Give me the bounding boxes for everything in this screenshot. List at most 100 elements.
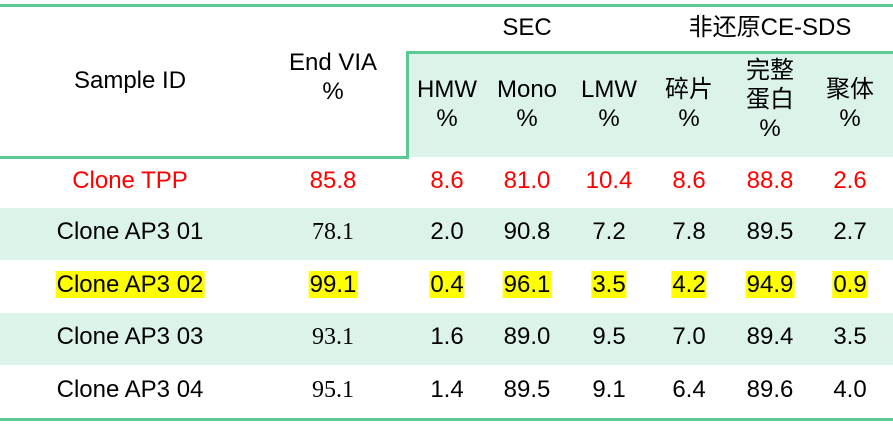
cell-sample-id: Clone AP3 02 [55, 270, 205, 300]
cell-value: 96.1 [502, 270, 552, 300]
cell-value-text: 2.6 [833, 167, 867, 194]
cell-value: 89.4 [747, 322, 794, 352]
cell-value-text: 3.5 [591, 271, 627, 298]
header-subcol: 碎片% [665, 75, 713, 133]
top-rule [0, 4, 893, 7]
cell-value-text: 9.1 [592, 376, 626, 403]
table-row: Clone AP3 04 95.1 1.4 89.5 9.1 6.4 89.6 4.0 [0, 366, 893, 418]
cell-value-text: 7.8 [672, 218, 706, 245]
cell-value: 8.6 [430, 166, 463, 196]
cell-value: 1.6 [430, 322, 463, 352]
header-subcol: Mono% [497, 75, 557, 133]
cell-value-text: 93.1 [312, 324, 354, 350]
cell-value: 90.8 [504, 217, 551, 247]
cell-value: 99.1 [308, 270, 358, 300]
cell-value-text: 1.4 [430, 376, 464, 403]
cell-value: 6.4 [672, 375, 705, 405]
header-sec: SEC [502, 14, 552, 41]
cell-value: 88.8 [747, 166, 794, 196]
cell-sample-id-text: Clone AP3 03 [56, 323, 204, 350]
cell-value: 7.0 [672, 322, 705, 352]
cell-value: 89.0 [504, 322, 551, 352]
table-row: Clone AP3 01 78.1 2.0 90.8 7.2 7.8 89.5 2.7 [0, 208, 893, 260]
cell-value: 3.5 [833, 322, 866, 352]
cell-value-text: 2.0 [430, 218, 464, 245]
cell-value: 2.0 [430, 217, 463, 247]
header-subcol-line: LMW [581, 76, 637, 103]
cell-value: 85.8 [310, 166, 357, 196]
cell-value-text: 81.0 [503, 167, 551, 194]
header-subcol-line: 聚体 [826, 76, 874, 103]
header-rule [0, 156, 409, 159]
cell-value-text: 6.4 [672, 376, 706, 403]
header-subcol-line: 蛋白 [746, 86, 794, 113]
subheader-divider [406, 51, 409, 159]
cell-value: 0.9 [832, 270, 868, 300]
cell-value: 1.4 [430, 375, 463, 405]
table-row: Clone TPP 85.8 8.6 81.0 10.4 8.6 88.8 2.6 [0, 157, 893, 209]
header-subcol: 聚体% [826, 75, 874, 133]
cell-value-text: 9.5 [592, 323, 626, 350]
header-subcol: LMW% [581, 75, 637, 133]
cell-value-text: 95.1 [312, 377, 354, 403]
cell-value-text: 2.7 [833, 218, 867, 245]
cell-value: 89.5 [747, 217, 794, 247]
cell-value: 3.5 [591, 270, 627, 300]
cell-value: 9.1 [592, 375, 625, 405]
cell-value-text: 4.2 [671, 271, 707, 298]
cell-sample-id: Clone AP3 04 [57, 375, 204, 405]
cell-sample-id-text: Clone AP3 01 [56, 218, 204, 245]
cell-value-text: 99.1 [308, 271, 358, 298]
cell-value: 94.9 [745, 270, 795, 300]
cell-value: 8.6 [672, 166, 705, 196]
header-end-via-line1: End VIA [288, 49, 378, 76]
cell-value-text: 8.6 [672, 167, 706, 194]
cell-sample-id-text: Clone TPP [72, 167, 188, 194]
cell-value-text: 89.6 [746, 376, 794, 403]
cell-value: 78.1 [312, 217, 354, 247]
header-subcol: 完整 蛋白% [746, 56, 794, 143]
header-subcol-line: HMW [417, 76, 477, 103]
cell-value: 89.5 [504, 375, 551, 405]
cell-sample-id-text: Clone AP3 04 [56, 376, 204, 403]
cell-value-text: 1.6 [430, 323, 464, 350]
header-subcol-line: Mono [496, 76, 558, 103]
cell-value-text: 94.9 [745, 271, 795, 298]
cell-sample-id: Clone TPP [72, 166, 188, 196]
header-subcol-line: 碎片 [665, 76, 713, 103]
cell-value-text: 4.0 [833, 376, 867, 403]
table-row: Clone AP3 03 93.1 1.6 89.0 9.5 7.0 89.4 3.5 [0, 313, 893, 365]
cell-sample-id: Clone AP3 01 [57, 217, 204, 247]
cell-value: 4.2 [671, 270, 707, 300]
cell-value-text: 7.2 [592, 218, 626, 245]
cell-value-text: 8.6 [430, 167, 464, 194]
cell-value-text: 88.8 [746, 167, 794, 194]
header-subcol-line: % [759, 115, 781, 142]
cell-value-text: 78.1 [312, 219, 354, 245]
header-subcol-line: % [678, 105, 700, 132]
cell-value-text: 89.4 [746, 323, 794, 350]
cell-value: 2.6 [833, 166, 866, 196]
table-row: Clone AP3 02 99.1 0.4 96.1 3.5 4.2 94.9 0.9 [0, 261, 893, 313]
subheader-band [408, 52, 893, 157]
header-ce-sds: 非还原CE-SDS [688, 14, 852, 41]
cell-value: 89.6 [747, 375, 794, 405]
cell-value: 93.1 [312, 322, 354, 352]
cell-value: 7.8 [672, 217, 705, 247]
cell-value: 95.1 [312, 375, 354, 405]
header-subcol-line: % [839, 105, 861, 132]
header-subcol-line: % [516, 105, 538, 132]
cell-value: 7.2 [592, 217, 625, 247]
header-end-via: End VIA % [289, 48, 377, 106]
cell-value-text: 89.0 [503, 323, 551, 350]
cell-value: 2.7 [833, 217, 866, 247]
cell-value-text: 96.1 [502, 271, 552, 298]
cell-value-text: 0.4 [429, 271, 465, 298]
header-sample-id: Sample ID [73, 67, 187, 94]
header-subcol-line: 完整 [746, 57, 794, 84]
cell-sample-id: Clone AP3 03 [57, 322, 204, 352]
cell-value: 81.0 [504, 166, 551, 196]
subheader-rule [408, 51, 893, 54]
cell-value: 10.4 [586, 166, 633, 196]
